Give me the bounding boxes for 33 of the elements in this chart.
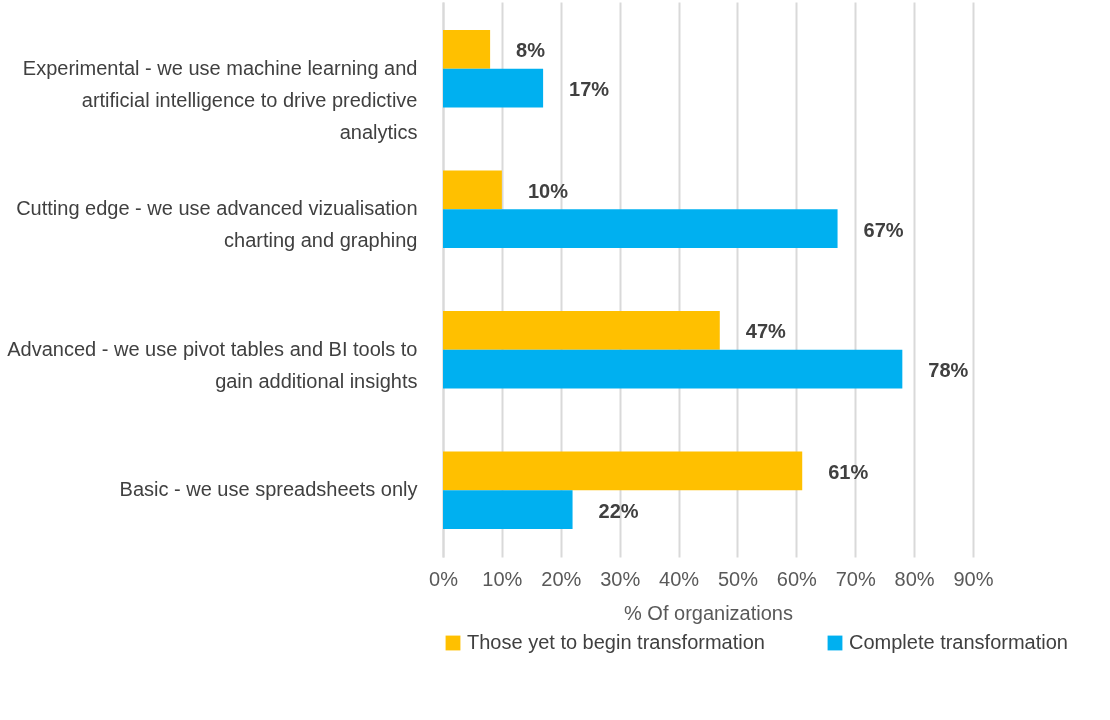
x-tick-label: 50%	[717, 567, 759, 590]
bar	[443, 311, 720, 350]
bar	[443, 68, 544, 108]
y-tick-label: Cutting edge - we use advanced vizualisation charting and graphing	[16, 197, 418, 252]
legend-label: Complete transformation	[849, 631, 1068, 653]
x-tick-label: 60%	[776, 567, 818, 590]
data-label: 17%	[569, 78, 610, 101]
data-label: 47%	[745, 320, 787, 343]
bar	[443, 349, 903, 389]
x-tick-label: 70%	[835, 567, 876, 590]
y-tick-label: Advanced - we use pivot tables and BI tools to gain additional insights	[7, 337, 418, 392]
bar	[443, 170, 502, 210]
data-label: 67%	[863, 218, 904, 241]
data-label: 10%	[527, 179, 569, 202]
bar	[443, 209, 838, 248]
x-tick-label: 30%	[600, 567, 641, 590]
x-tick-label: 10%	[482, 567, 523, 590]
bar	[443, 490, 573, 529]
data-label: 22%	[598, 499, 639, 522]
x-tick-label: 20%	[541, 567, 582, 590]
legend-label: Those yet to begin transformation	[467, 631, 765, 653]
bar	[443, 30, 491, 69]
bar	[443, 451, 803, 491]
data-label: 8%	[516, 39, 546, 62]
data-label: 61%	[828, 460, 869, 483]
y-tick-label: Experimental - we use machine learning and artificial intelligence to drive predictive analytics	[22, 56, 418, 143]
x-tick-label: 90%	[953, 567, 994, 590]
x-tick-label: 40%	[659, 567, 700, 590]
data-label: 78%	[928, 359, 969, 382]
y-tick-label: Basic - we use spreadsheets only	[119, 478, 418, 501]
x-axis-title: % Of organizations	[624, 601, 793, 624]
x-tick-label: 80%	[894, 567, 935, 590]
x-tick-label: 0%	[429, 567, 459, 590]
